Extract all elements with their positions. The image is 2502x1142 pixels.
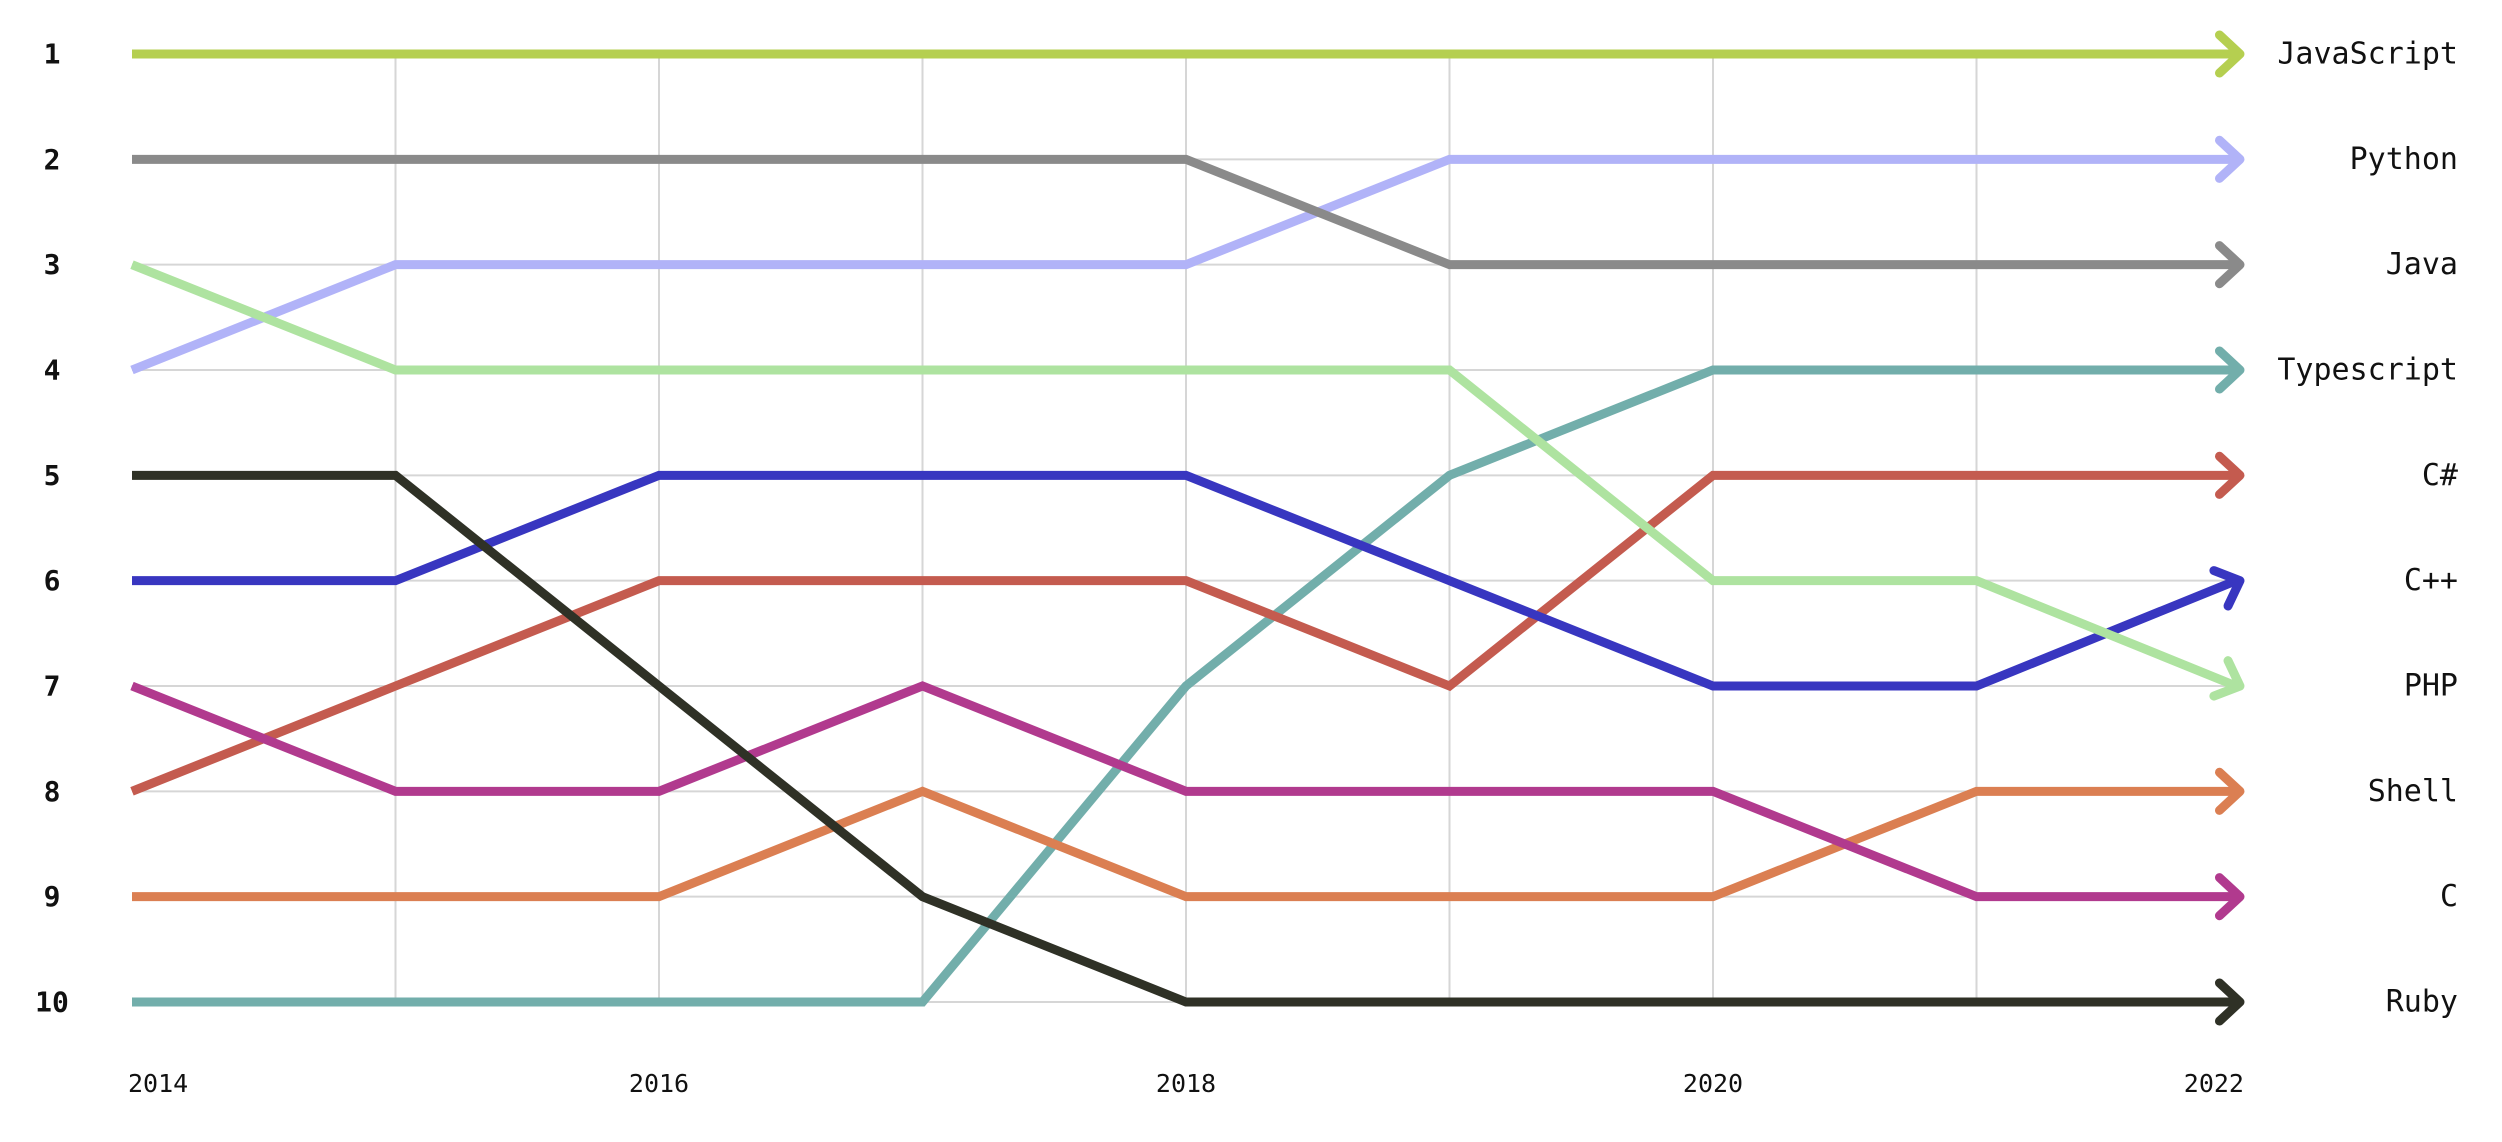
series-label: Shell: [2368, 774, 2458, 809]
year-axis: 2014 2016 2018 2020 2022: [128, 1069, 2244, 1098]
series-arrow-javascript: [2214, 30, 2245, 78]
rank-tick-label: 7: [44, 670, 61, 703]
rank-tick-label: 8: [44, 775, 61, 808]
series-line-java: [132, 154, 2236, 270]
rank-tick-label: 10: [35, 986, 69, 1019]
language-labels: JavaScript Python Java Typescript C# C++ PHP Sh…: [2277, 37, 2458, 1020]
rank-tick-label: 2: [44, 143, 61, 176]
rank-tick-label: 3: [44, 248, 61, 281]
rank-tick-label: 9: [44, 880, 61, 913]
series-label: Ruby: [2386, 985, 2458, 1020]
series-label: Java: [2386, 247, 2458, 282]
series-line-shell: [132, 786, 2236, 902]
series-line-python: [130, 154, 2236, 375]
series-line-php: [130, 260, 2238, 691]
year-tick-label: 2016: [629, 1069, 689, 1098]
grid-lines: [132, 53, 2240, 1003]
series-line-c: [130, 681, 2236, 902]
series-lines: [130, 30, 2245, 1026]
rank-tick-label: 6: [44, 564, 61, 597]
series-label: Typescript: [2277, 353, 2458, 388]
series-label: C#: [2422, 458, 2458, 493]
series-arrow-java: [2214, 241, 2245, 289]
series-arrow-python: [2214, 135, 2245, 183]
series-arrow-shell: [2214, 767, 2245, 815]
series-arrow-c: [2214, 873, 2245, 921]
series-label: JavaScript: [2277, 37, 2458, 72]
rank-axis: 1 2 3 4 5 6 7 8 9 10: [35, 38, 69, 1019]
year-tick-label: 2014: [128, 1069, 188, 1098]
year-tick-label: 2020: [1683, 1069, 1743, 1098]
year-tick-label: 2018: [1156, 1069, 1216, 1098]
series-arrow-php: [2209, 656, 2245, 701]
series-arrow-ruby: [2214, 978, 2245, 1026]
rank-tick-label: 4: [44, 354, 61, 387]
series-label: C++: [2404, 563, 2458, 598]
series-arrow-typescript: [2214, 346, 2245, 394]
series-line-ruby: [132, 470, 2236, 1007]
series-label: Python: [2350, 142, 2458, 177]
series-label: PHP: [2404, 669, 2458, 704]
year-tick-label: 2022: [2184, 1069, 2244, 1098]
series-line-c-: [130, 470, 2236, 796]
series-label: C: [2440, 879, 2458, 914]
series-line-typescript: [132, 365, 2236, 1007]
rank-tick-label: 1: [44, 38, 61, 71]
rank-tick-label: 5: [44, 459, 61, 492]
series-arrow-c-: [2209, 566, 2245, 611]
series-arrow-c-: [2214, 451, 2245, 499]
